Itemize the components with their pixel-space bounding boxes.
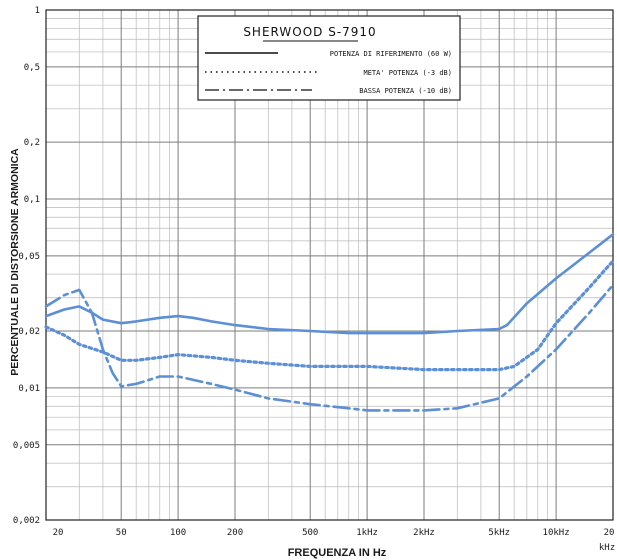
y-tick-label: 1 (35, 6, 40, 16)
y-axis-title: PERCENTUALE DI DISTORSIONE ARMONICA (9, 148, 21, 376)
x-tick-labels: 20 50 100 200 500 1kHz 2kHz 5kHz 10kHz 20 (53, 528, 615, 538)
legend: SHERWOOD S-7910 POTENZA DI RIFERIMENTO (… (197, 15, 461, 101)
x-tick-label: 50 (116, 528, 127, 538)
x-tick-label: 200 (227, 528, 243, 538)
y-tick-label: 0,2 (24, 138, 40, 148)
x-last-unit-label: kHz (599, 543, 615, 553)
y-tick-label: 0,01 (18, 384, 40, 394)
x-tick-label: 20 (604, 528, 615, 538)
y-tick-label: 0,5 (24, 63, 40, 73)
x-tick-label: 500 (302, 528, 318, 538)
legend-box (197, 15, 461, 101)
x-tick-label: 20 (53, 528, 64, 538)
plot-frame (45, 9, 614, 521)
x-tick-label: 5kHz (488, 528, 510, 538)
y-tick-label: 0,1 (24, 195, 40, 205)
y-tick-label: 0,005 (13, 441, 40, 451)
x-tick-label: 2kHz (413, 528, 435, 538)
series-layer (44, 233, 615, 412)
x-axis-title: FREQUENZA IN Hz (288, 547, 387, 559)
legend-label-low-power: BASSA POTENZA (-10 dB) (359, 87, 452, 95)
y-tick-label: 0,02 (18, 327, 40, 337)
legend-label-half-power: META' POTENZA (-3 dB) (363, 69, 452, 77)
series-line-dotted (44, 259, 615, 372)
x-tick-label: 1kHz (356, 528, 378, 538)
series-line-solid (44, 233, 615, 335)
series-line-dashdot (44, 283, 615, 412)
y-tick-labels: 1 0,5 0,2 0,1 0,05 0,02 0,01 0,005 0,002 (13, 6, 40, 526)
legend-title: SHERWOOD S-7910 (243, 25, 376, 39)
x-tick-label: 10kHz (543, 528, 570, 538)
y-tick-label: 0,05 (18, 252, 40, 262)
x-tick-label: 100 (170, 528, 186, 538)
y-tick-label: 0,002 (13, 516, 40, 526)
legend-label-reference-power: POTENZA DI RIFERIMENTO (60 W) (330, 50, 452, 58)
